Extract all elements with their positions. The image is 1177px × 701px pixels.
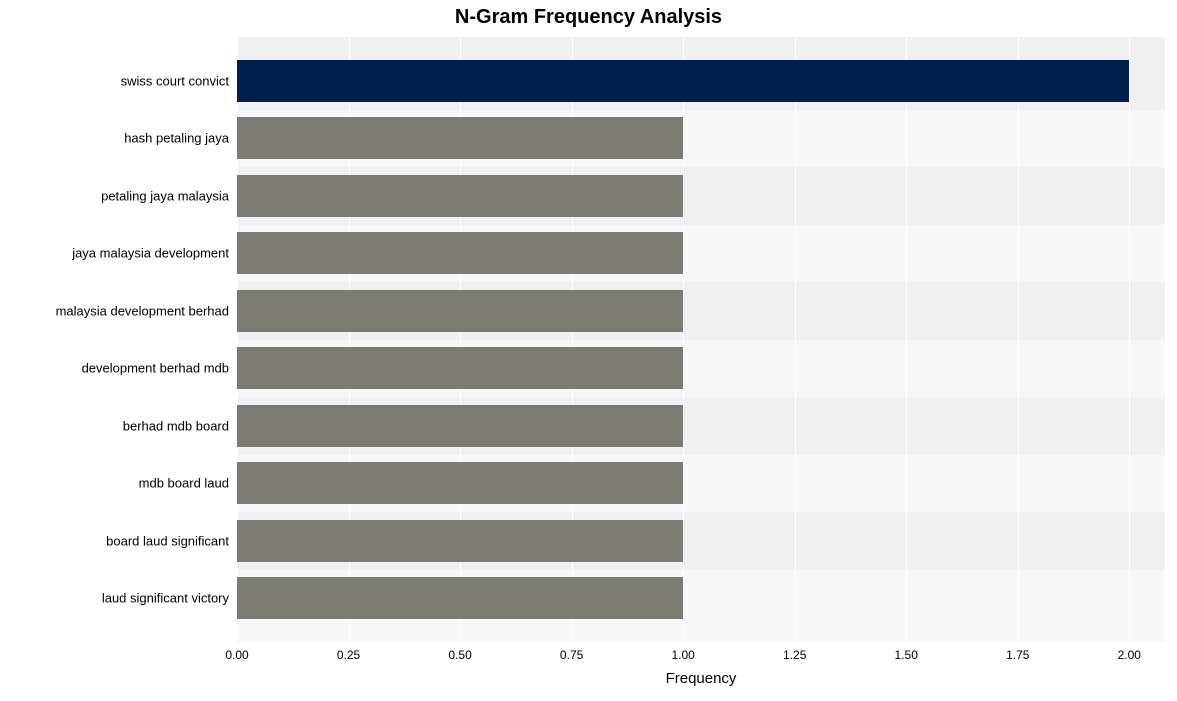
y-tick-label: board laud significant [106, 533, 237, 548]
y-tick-label: development berhad mdb [82, 361, 237, 376]
bar [237, 175, 683, 217]
x-gridline [795, 37, 796, 642]
x-tick-label: 2.00 [1118, 642, 1141, 662]
y-tick-label: hash petaling jaya [124, 131, 237, 146]
plot-area: Frequency 0.000.250.500.751.001.251.501.… [237, 37, 1165, 642]
x-tick-label: 1.75 [1006, 642, 1029, 662]
x-tick-label: 1.00 [671, 642, 694, 662]
y-tick-label: swiss court convict [121, 73, 237, 88]
row-band [237, 627, 1165, 642]
x-tick-label: 1.50 [895, 642, 918, 662]
y-tick-label: berhad mdb board [123, 418, 237, 433]
bar [237, 405, 683, 447]
x-tick-label: 0.25 [337, 642, 360, 662]
y-tick-label: laud significant victory [102, 591, 237, 606]
y-tick-label: petaling jaya malaysia [101, 188, 237, 203]
bar [237, 60, 1129, 102]
bar [237, 462, 683, 504]
x-tick-label: 0.00 [225, 642, 248, 662]
bar [237, 577, 683, 619]
y-tick-label: mdb board laud [139, 476, 237, 491]
chart-title: N-Gram Frequency Analysis [0, 6, 1177, 29]
bar [237, 347, 683, 389]
bar [237, 520, 683, 562]
x-tick-label: 1.25 [783, 642, 806, 662]
y-tick-label: jaya malaysia development [72, 246, 237, 261]
x-gridline [1018, 37, 1019, 642]
row-band [237, 37, 1165, 52]
x-gridline [683, 37, 684, 642]
y-tick-label: malaysia development berhad [56, 303, 237, 318]
bar [237, 117, 683, 159]
x-gridline [1129, 37, 1130, 642]
x-tick-label: 0.50 [448, 642, 471, 662]
bar [237, 290, 683, 332]
ngram-frequency-chart: N-Gram Frequency Analysis Frequency 0.00… [0, 0, 1177, 701]
x-gridline [906, 37, 907, 642]
x-tick-label: 0.75 [560, 642, 583, 662]
bar [237, 232, 683, 274]
